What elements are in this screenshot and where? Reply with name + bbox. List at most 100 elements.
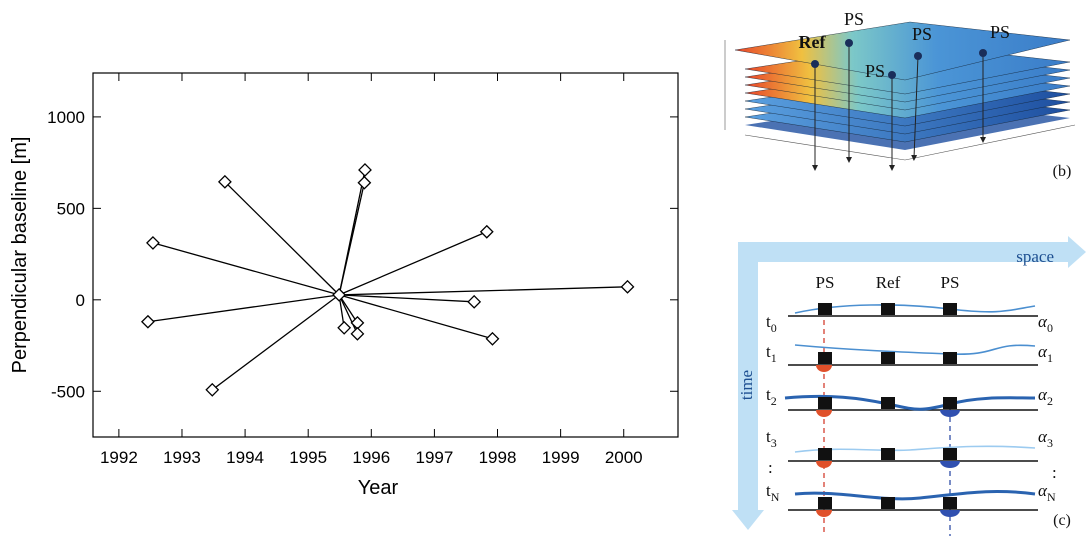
scatterer <box>943 303 957 315</box>
time-symbol: t <box>766 481 771 500</box>
acquisition-point <box>217 174 232 189</box>
phase-lobe <box>816 461 832 468</box>
acquisition-point <box>205 382 220 397</box>
layer-stack <box>724 21 1076 171</box>
time-label: tN <box>766 481 780 504</box>
alpha-symbol: α <box>1038 312 1048 331</box>
time-label: t1 <box>766 342 777 365</box>
baseline-connector <box>339 286 628 296</box>
phase-lobe <box>940 510 960 517</box>
scatterer <box>881 497 895 509</box>
time-label: t3 <box>766 427 777 450</box>
baseline-connector <box>338 294 493 340</box>
scatterer <box>943 448 957 460</box>
space-label: space <box>1016 247 1054 266</box>
time-symbol: t <box>766 385 771 404</box>
scatterer <box>818 352 832 364</box>
phase-wave <box>794 445 1036 453</box>
baseline-connector <box>211 294 340 391</box>
baseline-connector <box>338 294 359 335</box>
scatterer <box>943 497 957 509</box>
x-tick-label: 1992 <box>100 448 138 467</box>
alpha-subscript: 3 <box>1047 436 1053 450</box>
alpha-label: α3 <box>1038 427 1053 450</box>
phase-lobe <box>816 510 832 517</box>
acquisition-point <box>357 175 372 190</box>
acquisition-point <box>332 287 347 302</box>
time-label: t0 <box>766 312 777 335</box>
baseline-connector <box>338 231 488 296</box>
phase-wave <box>794 489 1036 501</box>
baseline-connector <box>147 294 340 323</box>
y-tick-label: 0 <box>76 291 85 310</box>
x-axis-label: Year <box>358 477 399 499</box>
time-label: t2 <box>766 385 777 408</box>
time-symbol: t <box>766 312 771 331</box>
scatterer <box>881 448 895 460</box>
ellipsis: : <box>1052 463 1057 482</box>
phase-lobe <box>940 461 960 468</box>
alpha-subscript: N <box>1047 490 1056 504</box>
alpha-subscript: 2 <box>1047 394 1053 408</box>
alpha-symbol: α <box>1038 481 1048 500</box>
phase-lobe <box>940 410 960 417</box>
scatterer <box>881 303 895 315</box>
alpha-subscript: 0 <box>1047 321 1053 335</box>
y-tick-label: 500 <box>57 199 85 218</box>
baseline-connector <box>338 182 365 296</box>
acquisition-point <box>467 294 482 309</box>
acquisition-point <box>485 331 500 346</box>
ps-label: PS <box>865 61 885 81</box>
chart: 1992 1993 1994 1995 1996 1997 1998 1999 2000 -500… <box>47 73 678 467</box>
alpha-symbol: α <box>1038 427 1048 446</box>
ref-label: Ref <box>799 32 827 52</box>
acquisition-point <box>350 326 365 341</box>
scatterer <box>943 397 957 409</box>
alpha-symbol: α <box>1038 342 1048 361</box>
y-tick-label: 1000 <box>47 108 85 127</box>
time-symbol: t <box>766 342 771 361</box>
scatterer <box>943 352 957 364</box>
space-time-arrows <box>732 236 1086 530</box>
x-tick-label: 1993 <box>163 448 201 467</box>
alpha-symbol: α <box>1038 385 1048 404</box>
acquisition-point <box>620 279 635 294</box>
panel-label: (c) <box>1053 512 1071 529</box>
time-subscript: N <box>771 490 780 504</box>
column-label: PS <box>941 273 960 292</box>
ps-label: PS <box>912 24 932 44</box>
x-tick-label: 1996 <box>352 448 390 467</box>
acquisition-point <box>140 314 155 329</box>
plot-frame <box>92 72 679 438</box>
x-tick-label: 1999 <box>542 448 580 467</box>
baseline-connector <box>338 294 358 324</box>
column-label: PS <box>816 273 835 292</box>
y-axis-label: Perpendicular baseline [m] <box>9 137 31 374</box>
phase-wave <box>784 394 1036 411</box>
ps-label: PS <box>990 22 1010 42</box>
time-subscript: 1 <box>771 351 777 365</box>
alpha-subscript: 1 <box>1047 351 1053 365</box>
time-subscript: 3 <box>771 436 777 450</box>
ps-label: PS <box>844 9 864 29</box>
x-tick-label: 2000 <box>605 448 643 467</box>
alpha-label: α2 <box>1038 385 1053 408</box>
alpha-label: α1 <box>1038 342 1053 365</box>
baseline-connector <box>152 242 340 296</box>
alpha-label: αN <box>1038 481 1056 504</box>
acquisition-point <box>358 163 372 177</box>
ellipsis: : <box>768 458 773 477</box>
x-tick-label: 1994 <box>226 448 264 467</box>
time-subscript: 2 <box>771 394 777 408</box>
y-tick-label: -500 <box>51 382 85 401</box>
acquisition-point <box>479 224 494 239</box>
time-label: time <box>737 370 756 400</box>
scatterer <box>818 303 832 315</box>
scatterer <box>818 497 832 509</box>
scatterer <box>818 397 832 409</box>
scatterer <box>818 448 832 460</box>
alpha-label: α0 <box>1038 312 1053 335</box>
x-tick-label: 1997 <box>415 448 453 467</box>
x-tick-label: 1998 <box>479 448 517 467</box>
